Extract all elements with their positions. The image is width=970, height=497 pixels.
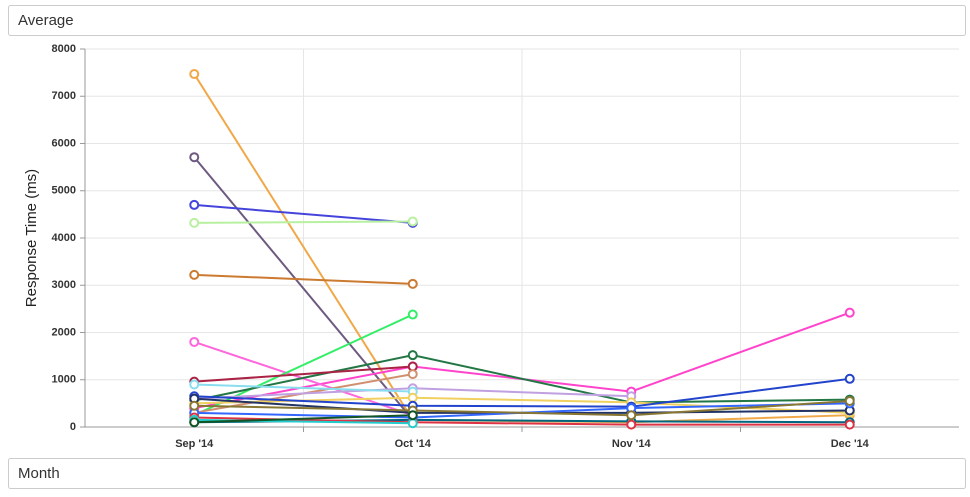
y-tick-label: 0 [70,421,76,433]
point [407,392,418,403]
x-tick-label: Oct '14 [395,438,432,450]
series-line [194,220,413,224]
point [407,350,418,361]
chart-title: Average [18,12,74,29]
y-tick-label: 1000 [52,374,76,386]
point [189,336,200,347]
series-line [194,416,850,426]
series-line [194,354,850,404]
series-line [194,414,413,424]
point [844,419,855,430]
x-tick-label: Dec '14 [831,438,870,450]
point [407,418,418,429]
series-line [194,383,413,393]
x-label-box [8,458,966,489]
x-axis-label: Month [18,465,60,482]
series-line [194,400,850,417]
y-tick-label: 5000 [52,185,76,197]
x-tick-label: Sep '14 [175,438,214,450]
point [844,307,855,318]
point [189,217,200,228]
point [626,419,637,430]
series-line [194,273,413,285]
y-tick-label: 7000 [52,90,76,102]
point [189,152,200,163]
y-axis-label: Response Time (ms) [23,169,40,307]
point [407,410,418,421]
point [407,309,418,320]
x-tick-label: Nov '14 [612,438,652,450]
point [189,199,200,210]
series-line [194,377,850,408]
point [189,417,200,428]
series-line [194,365,413,383]
point [626,410,637,421]
point [844,396,855,407]
title-box [8,5,966,36]
point [407,369,418,380]
point [407,216,418,227]
y-tick-label: 2000 [52,326,76,338]
y-tick-label: 6000 [52,137,76,149]
point [189,69,200,80]
y-tick-label: 8000 [52,43,76,55]
point [189,379,200,390]
point [844,373,855,384]
y-tick-label: 4000 [52,232,76,244]
series-line [194,203,413,224]
y-tick-label: 3000 [52,279,76,291]
point [189,269,200,280]
series-line [193,156,414,421]
point [407,278,418,289]
point [189,400,200,411]
